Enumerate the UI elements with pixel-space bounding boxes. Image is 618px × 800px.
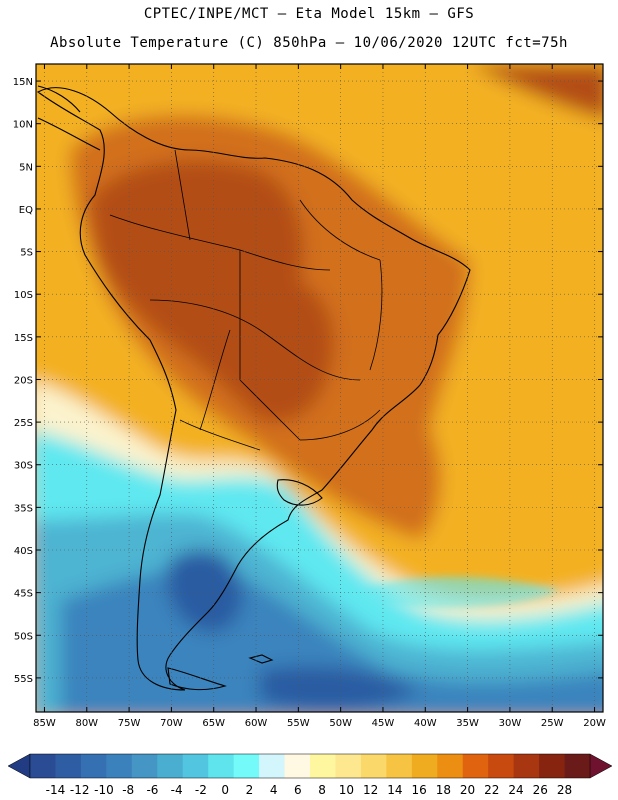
colorbar-swatch [131,754,158,778]
country-borders [109,149,383,451]
colorbar-swatch [80,754,107,778]
colorbar-label: 26 [533,783,548,797]
colorbar-swatch [182,754,209,778]
colorbar-label: 10 [339,783,354,797]
colorbar-swatch [488,754,515,778]
title-line-2: Absolute Temperature (C) 850hPa – 10/06/… [50,35,568,51]
lat-tick-label: 15N [13,77,33,88]
colorbar-label: -2 [195,783,207,797]
colorbar-label: 18 [436,783,451,797]
colorbar-label: -8 [122,783,134,797]
colorbar-label: -14 [46,783,66,797]
colorbar-label: 22 [484,783,499,797]
colorbar-label: 16 [411,783,426,797]
lat-tick-label: 5N [19,162,33,173]
lat-tick-label: 30S [14,461,33,472]
lon-tick-label: 70W [160,718,183,729]
colorbar-swatch [462,754,489,778]
colorbar-label: 8 [318,783,326,797]
colorbar-label: 6 [294,783,302,797]
colorbar: -14 -12 -10 -8 -6 -4 -2 0 2 4 6 8 10 12 14 16 18 20 22 24 26… [7,753,613,797]
colorbar-swatch [284,754,311,778]
colorbar-swatch [157,754,184,778]
south-america-coastline [36,87,471,691]
colorbar-swatch [437,754,464,778]
colorbar-over-triangle [589,753,613,779]
colorbar-swatch [259,754,285,778]
colorbar-swatch [208,754,235,778]
colorbar-label: 20 [460,783,475,797]
colorbar-swatch [335,754,362,778]
lat-tick-label: 5S [20,248,33,259]
title-line-1: CPTEC/INPE/MCT – Eta Model 15km – GFS [143,6,475,22]
field-hot-northeast [470,64,603,119]
colorbar-swatch [513,754,540,778]
coastlines [36,85,471,691]
lon-tick-label: 55W [287,718,310,729]
lat-tick-label: 20S [14,375,33,386]
lon-tick-label: 30W [499,718,522,729]
plot-frame [35,63,604,713]
gridlines [36,64,603,712]
colorbar-swatch [539,754,565,778]
lat-tick-label: 50S [14,631,33,642]
field-hot-core [90,160,334,423]
tierra-del-fuego-outline [167,667,227,691]
colorbar-label: 4 [270,783,278,797]
colorbar-swatch [564,754,591,778]
colorbar-label: -4 [171,783,183,797]
colorbar-label: 12 [363,783,378,797]
colorbar-frame [29,753,591,779]
colorbar-label: -6 [146,783,158,797]
lon-tick-label: 85W [33,718,56,729]
lon-tick-label: 75W [118,718,141,729]
colorbar-label: 24 [508,783,523,797]
colorbar-swatch [106,754,133,778]
la-plata-coastline [276,479,323,506]
lat-tick-label: 25S [14,418,33,429]
falklands-outline [248,654,274,664]
colorbar-label: 28 [557,783,572,797]
lat-tick-label: 15S [14,333,33,344]
border-lines [109,149,383,451]
field-pale-band [36,381,603,663]
field-deep-blue [166,549,243,632]
colorbar-swatch [411,754,438,778]
lat-tick-label: 55S [14,674,33,685]
colorbar-swatch [386,754,413,778]
colorbar-under-triangle [7,753,31,779]
lon-tick-label: 65W [202,718,225,729]
latitude-axis: 15N 10N 5N EQ 5S 10S 15S 20S 25S 30S 35S 40S 45S 50S 5… [13,77,603,685]
lat-tick-label: 45S [14,589,33,600]
central-america-coastline [37,85,101,151]
lon-tick-label: 35W [456,718,479,729]
lon-tick-label: 60W [245,718,268,729]
lat-tick-label: 10N [13,120,33,131]
colorbar-swatch [55,754,82,778]
lon-tick-label: 40W [414,718,437,729]
colorbar-swatch [310,754,336,778]
lat-tick-label: EQ [19,205,33,216]
lat-tick-label: 35S [14,503,33,514]
lon-tick-label: 25W [541,718,564,729]
colorbar-swatch [360,754,387,778]
lon-tick-label: 50W [329,718,352,729]
lon-tick-label: 20W [583,718,606,729]
colorbar-label: 2 [246,783,254,797]
colorbar-label: -12 [70,783,90,797]
colorbar-label: 0 [221,783,229,797]
colorbar-swatch [233,754,260,778]
lat-tick-label: 40S [14,546,33,557]
colorbar-label: -10 [94,783,114,797]
colorbar-swatch [30,754,56,778]
lat-tick-label: 10S [14,290,33,301]
longitude-axis: 85W 80W 75W 70W 65W 60W 55W 50W 45W 40W 35W 30W 25W 2… [33,64,606,729]
lon-tick-label: 80W [75,718,98,729]
field-deep-blue-south [260,666,420,711]
colorbar-label: 14 [387,783,402,797]
lon-tick-label: 45W [372,718,395,729]
